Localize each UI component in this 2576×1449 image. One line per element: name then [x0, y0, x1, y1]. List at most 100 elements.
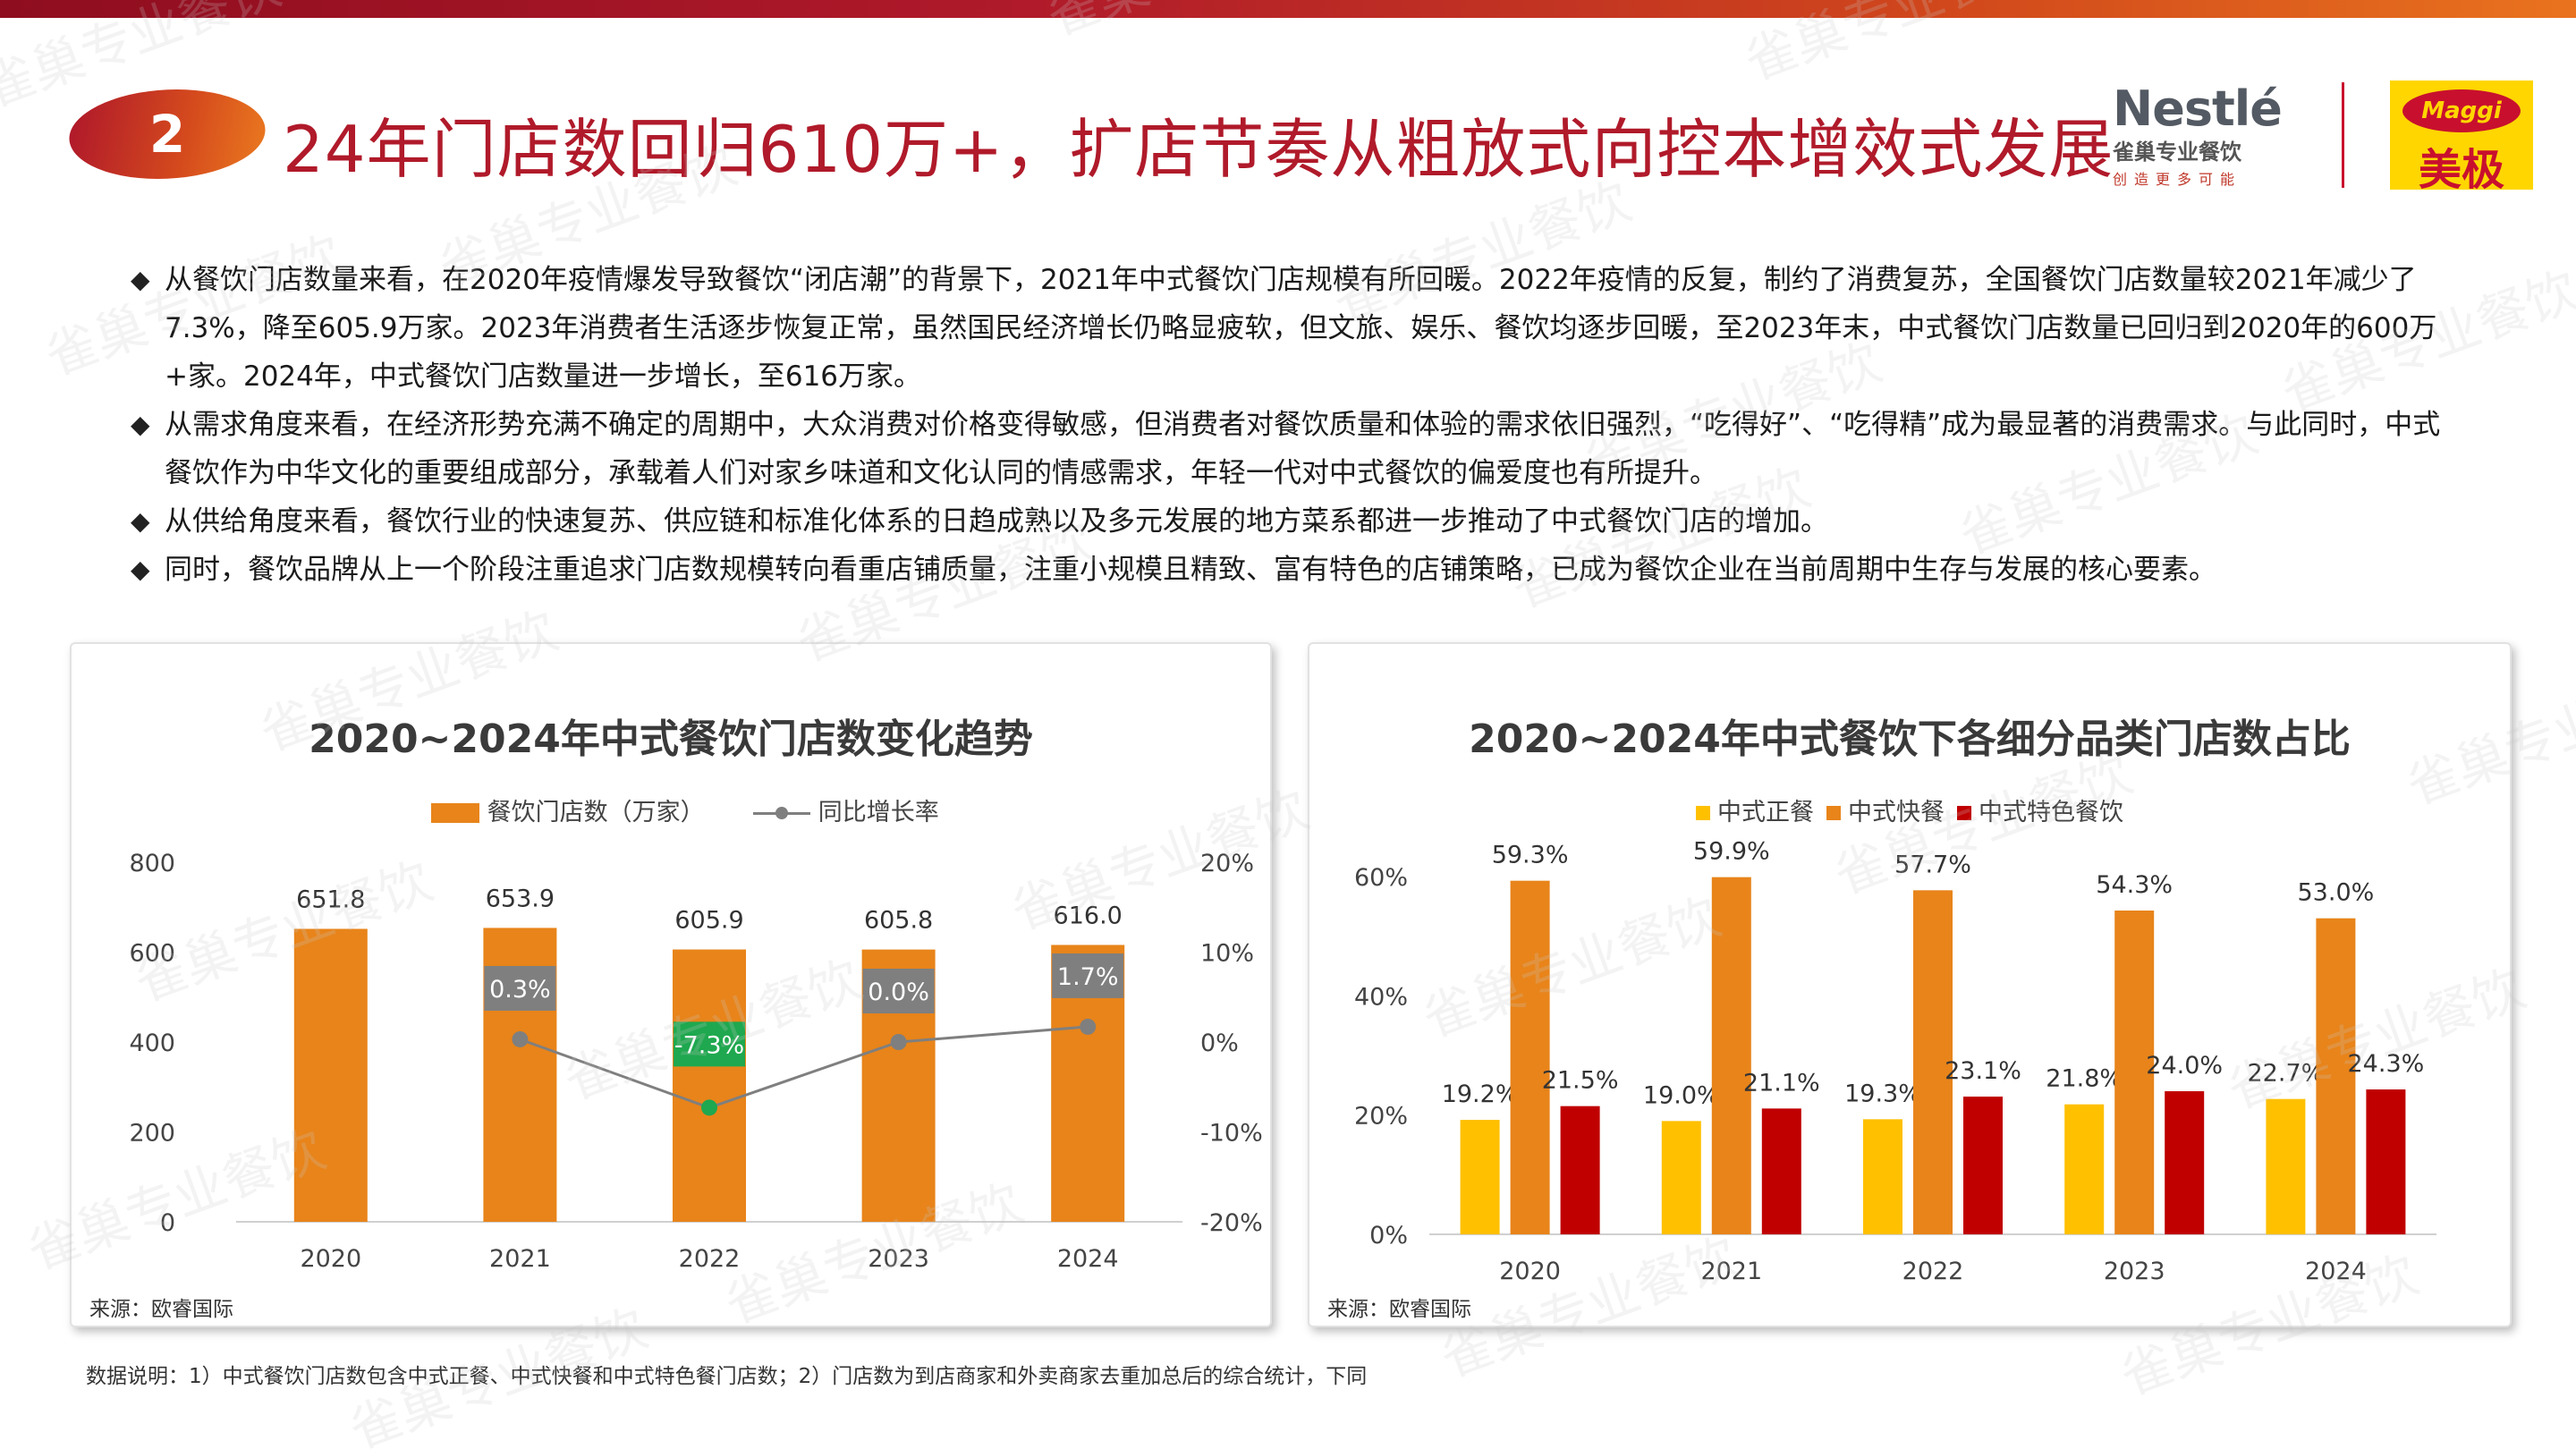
bar-data-label: 19.0% — [1643, 1081, 1720, 1109]
bar-data-label: 19.3% — [1844, 1080, 1921, 1107]
bar-data-label: 24.0% — [2146, 1052, 2223, 1080]
bar-data-label: 57.7% — [1894, 851, 1971, 878]
bar-data-label: 21.5% — [1542, 1067, 1619, 1095]
y2-tick-label: -20% — [1200, 1209, 1263, 1237]
bar-category-share — [2064, 1104, 2105, 1234]
bullet-item: 从供给角度来看，餐饮行业的快速复苏、供应链和标准化体系的日趋成熟以及多元发展的地… — [131, 497, 2458, 546]
y-tick-label: 0% — [1369, 1222, 1408, 1250]
legend-swatch — [1957, 806, 1971, 820]
bar-data-label: 651.8 — [296, 886, 365, 913]
category-share-chart: 60% 40% 20% 0% 19.2% 59.3% 21.5% 2020 19.0% 59.9%… — [1354, 838, 2436, 1285]
section-number: 2 — [148, 104, 186, 165]
maggi-brand: Maggi — [2402, 89, 2521, 132]
bar-category-share — [2114, 911, 2155, 1234]
chart-panel-category-share: 2020~2024年中式餐饮下各细分品类门店数占比 中式正餐 中式快餐 中式特色餐饮… — [1308, 642, 2512, 1327]
bullet-list: 从餐饮门店数量来看，在2020年疫情爆发导致餐饮“闭店潮”的背景下，2021年中… — [131, 256, 2458, 594]
nestle-sub: 雀巢专业餐饮 — [2113, 140, 2241, 165]
legend-label: 中式特色餐饮 — [1979, 799, 2123, 826]
bar-data-label: 59.9% — [1693, 838, 1770, 866]
growth-point — [1080, 1018, 1097, 1035]
top-accent-bar — [0, 0, 2576, 18]
chart-source: 来源：欧睿国际 — [89, 1298, 233, 1321]
bar-data-label: 21.1% — [1743, 1069, 1820, 1097]
y-tick-label: 20% — [1354, 1103, 1408, 1131]
bar-store-count — [673, 949, 746, 1222]
x-tick-label: 2024 — [1057, 1245, 1119, 1273]
growth-label-box — [674, 1021, 745, 1067]
bar-data-label: 19.2% — [1442, 1080, 1519, 1108]
logo-divider — [2342, 82, 2344, 188]
y2-tick-label: 20% — [1200, 850, 1254, 877]
bar-category-share — [1863, 1119, 1902, 1234]
growth-label-box — [862, 969, 935, 1013]
bar-category-share — [1913, 890, 1953, 1234]
chart-title: 2020~2024年中式餐饮下各细分品类门店数占比 — [1469, 716, 2351, 762]
x-tick-label: 2024 — [2305, 1258, 2367, 1285]
chart-source: 来源：欧睿国际 — [1327, 1298, 1471, 1321]
nestle-tagline: 创造更多可能 — [2113, 171, 2242, 188]
y-tick-label: 600 — [129, 940, 175, 968]
bar-category-share — [2316, 918, 2356, 1234]
bar-data-label: 21.8% — [2046, 1065, 2123, 1093]
bar-category-share — [1711, 877, 1751, 1234]
y2-tick-label: 10% — [1200, 940, 1254, 968]
maggi-logo: Maggi 美极 — [2390, 80, 2533, 195]
y-tick-label: 40% — [1354, 983, 1408, 1011]
bar-data-label: 605.8 — [864, 907, 933, 935]
chart-panel-store-count: 2020~2024年中式餐饮门店数变化趋势 餐饮门店数（万家） 同比增长率 80… — [70, 642, 1272, 1327]
growth-label-box — [1052, 953, 1124, 998]
growth-point — [890, 1034, 907, 1050]
data-note: 数据说明：1）中式餐饮门店数包含中式正餐、中式快餐和中式特色餐门店数；2）门店数… — [86, 1365, 1368, 1388]
nestle-brand: Nestlé — [2113, 80, 2283, 137]
y-tick-label: 400 — [129, 1030, 175, 1057]
bar-data-label: 59.3% — [1492, 842, 1569, 869]
y-tick-label: 800 — [129, 850, 175, 877]
legend-bar-label: 餐饮门店数（万家） — [487, 799, 705, 826]
x-tick-label: 2021 — [1700, 1258, 1762, 1285]
page-title: 24年门店数回归610万+，扩店节奏从粗放式向控本增效式发展 — [283, 112, 2114, 187]
store-count-chart: 800 600 400 200 0 20% 10% 0% -10% -20% 651.8 2020 65… — [129, 850, 1263, 1273]
x-tick-label: 2022 — [679, 1245, 741, 1273]
bar-store-count — [293, 928, 368, 1222]
bar-category-share — [1510, 880, 1550, 1234]
bar-category-share — [1661, 1121, 1701, 1234]
legend-line-swatch — [753, 803, 811, 823]
bar-data-label: 605.9 — [674, 907, 743, 935]
legend-bar-swatch — [431, 803, 479, 823]
maggi-cn: 美极 — [2418, 145, 2504, 195]
bullet-item: 从需求角度来看，在经济形势充满不确定的周期中，大众消费对价格变得敏感，但消费者对… — [131, 401, 2458, 497]
nestle-logo: Nestlé 雀巢专业餐饮 创造更多可能 — [2113, 82, 2301, 190]
bar-category-share — [2266, 1098, 2306, 1234]
legend-label: 中式正餐 — [1717, 799, 1814, 826]
bullet-item: 同时，餐饮品牌从上一个阶段注重追求门店数规模转向看重店铺质量，注重小规模且精致、… — [131, 546, 2458, 594]
bar-category-share — [1560, 1106, 1600, 1234]
bar-data-label: 22.7% — [2248, 1060, 2325, 1088]
legend-line-label: 同比增长率 — [818, 799, 939, 826]
x-tick-label: 2020 — [300, 1245, 361, 1273]
growth-point — [701, 1099, 717, 1116]
y-tick-label: 60% — [1354, 864, 1408, 892]
growth-data-label: 0.3% — [489, 976, 551, 1004]
y2-tick-label: 0% — [1200, 1030, 1239, 1057]
bar-category-share — [2366, 1089, 2406, 1234]
chart-legend: 中式正餐 中式快餐 中式特色餐饮 — [1683, 792, 2123, 827]
x-tick-label: 2022 — [1902, 1258, 1964, 1285]
chart-title: 2020~2024年中式餐饮门店数变化趋势 — [309, 716, 1033, 762]
growth-data-label: 1.7% — [1057, 963, 1119, 991]
bar-data-label: 53.0% — [2298, 879, 2375, 907]
x-tick-label: 2023 — [868, 1245, 929, 1273]
y2-tick-label: -10% — [1200, 1120, 1263, 1148]
legend-label: 中式快餐 — [1848, 799, 1945, 826]
chart-legend: 餐饮门店数（万家） 同比增长率 — [431, 792, 939, 827]
bar-category-share — [1460, 1120, 1500, 1234]
x-tick-label: 2020 — [1499, 1258, 1561, 1285]
bar-data-label: 24.3% — [2348, 1050, 2425, 1078]
growth-point — [512, 1030, 529, 1047]
bar-category-share — [2165, 1091, 2205, 1234]
growth-data-label: -7.3% — [674, 1031, 744, 1059]
bar-data-label: 54.3% — [2096, 871, 2173, 899]
x-tick-label: 2023 — [2104, 1258, 2165, 1285]
y-tick-label: 200 — [129, 1120, 175, 1148]
x-tick-label: 2021 — [489, 1245, 551, 1273]
bullet-item: 从餐饮门店数量来看，在2020年疫情爆发导致餐饮“闭店潮”的背景下，2021年中… — [131, 256, 2458, 401]
